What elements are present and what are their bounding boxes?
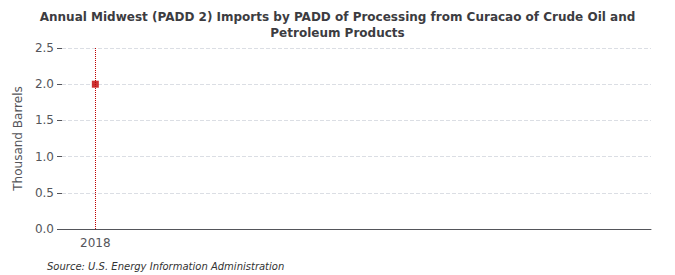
- svg-text:Thousand Barrels: Thousand Barrels: [11, 86, 25, 191]
- svg-text:Petroleum Products: Petroleum Products: [270, 26, 404, 40]
- svg-text:0.0: 0.0: [35, 222, 54, 236]
- svg-text:2.0: 2.0: [35, 77, 54, 91]
- svg-text:2018: 2018: [80, 236, 111, 250]
- svg-text:1.5: 1.5: [35, 113, 54, 127]
- svg-text:1.0: 1.0: [35, 150, 54, 164]
- svg-text:0.5: 0.5: [35, 186, 54, 200]
- svg-text:2.5: 2.5: [35, 41, 54, 55]
- svg-text:Annual Midwest (PADD 2) Import: Annual Midwest (PADD 2) Imports by PADD …: [40, 10, 636, 24]
- svg-text:Source: U.S. Energy Informatio: Source: U.S. Energy Information Administ…: [47, 261, 284, 272]
